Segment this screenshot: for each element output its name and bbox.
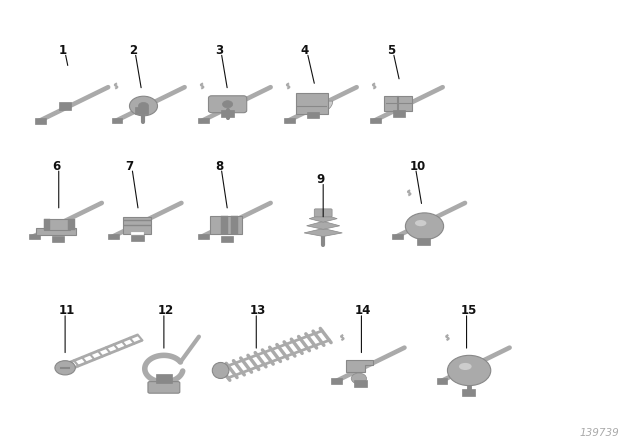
FancyBboxPatch shape bbox=[156, 375, 172, 383]
Ellipse shape bbox=[212, 362, 229, 379]
FancyBboxPatch shape bbox=[393, 110, 405, 116]
Circle shape bbox=[447, 355, 491, 386]
Text: 10: 10 bbox=[409, 159, 426, 172]
FancyBboxPatch shape bbox=[29, 233, 40, 239]
Text: 7: 7 bbox=[125, 159, 134, 172]
FancyBboxPatch shape bbox=[417, 238, 430, 245]
FancyBboxPatch shape bbox=[314, 209, 332, 217]
Ellipse shape bbox=[415, 220, 426, 226]
Text: 11: 11 bbox=[59, 304, 75, 317]
FancyBboxPatch shape bbox=[36, 228, 76, 235]
Text: 6: 6 bbox=[52, 159, 61, 172]
Text: 5: 5 bbox=[387, 44, 395, 57]
FancyBboxPatch shape bbox=[131, 235, 144, 241]
Text: 4: 4 bbox=[301, 44, 309, 57]
FancyBboxPatch shape bbox=[221, 236, 234, 242]
Ellipse shape bbox=[459, 363, 472, 370]
FancyBboxPatch shape bbox=[436, 378, 447, 384]
FancyBboxPatch shape bbox=[221, 110, 234, 116]
FancyBboxPatch shape bbox=[198, 233, 209, 239]
FancyBboxPatch shape bbox=[123, 217, 151, 234]
FancyBboxPatch shape bbox=[148, 382, 180, 393]
Polygon shape bbox=[304, 228, 342, 237]
Text: 3: 3 bbox=[215, 44, 223, 57]
Text: 14: 14 bbox=[355, 304, 371, 317]
Text: 13: 13 bbox=[250, 304, 266, 317]
Text: 8: 8 bbox=[215, 159, 223, 172]
FancyBboxPatch shape bbox=[198, 118, 209, 123]
Circle shape bbox=[223, 101, 233, 108]
FancyBboxPatch shape bbox=[332, 378, 342, 384]
Circle shape bbox=[55, 361, 76, 375]
Polygon shape bbox=[309, 214, 337, 222]
FancyBboxPatch shape bbox=[307, 112, 319, 118]
Text: 12: 12 bbox=[157, 304, 173, 317]
FancyBboxPatch shape bbox=[135, 108, 148, 114]
Text: 9: 9 bbox=[317, 173, 325, 186]
Polygon shape bbox=[307, 221, 340, 229]
FancyBboxPatch shape bbox=[111, 118, 122, 123]
Polygon shape bbox=[346, 360, 373, 372]
FancyBboxPatch shape bbox=[68, 219, 75, 230]
FancyBboxPatch shape bbox=[44, 219, 51, 230]
Text: 1: 1 bbox=[59, 44, 67, 57]
FancyBboxPatch shape bbox=[108, 233, 119, 239]
FancyBboxPatch shape bbox=[231, 215, 239, 234]
Text: 139739: 139739 bbox=[580, 428, 620, 438]
FancyBboxPatch shape bbox=[370, 118, 381, 123]
FancyBboxPatch shape bbox=[211, 215, 243, 234]
Text: 15: 15 bbox=[460, 304, 477, 317]
FancyBboxPatch shape bbox=[59, 102, 71, 111]
Text: 2: 2 bbox=[129, 44, 137, 57]
FancyBboxPatch shape bbox=[392, 233, 403, 239]
FancyBboxPatch shape bbox=[385, 96, 412, 111]
Wedge shape bbox=[297, 101, 333, 114]
FancyBboxPatch shape bbox=[35, 118, 46, 124]
Circle shape bbox=[351, 373, 367, 384]
FancyBboxPatch shape bbox=[209, 96, 246, 113]
Circle shape bbox=[138, 103, 148, 110]
FancyBboxPatch shape bbox=[355, 380, 367, 387]
FancyBboxPatch shape bbox=[462, 389, 475, 396]
FancyBboxPatch shape bbox=[52, 236, 65, 242]
FancyBboxPatch shape bbox=[221, 215, 228, 234]
Circle shape bbox=[405, 213, 444, 240]
Circle shape bbox=[129, 96, 157, 116]
FancyBboxPatch shape bbox=[284, 118, 294, 123]
FancyBboxPatch shape bbox=[296, 93, 328, 114]
FancyBboxPatch shape bbox=[44, 219, 70, 230]
